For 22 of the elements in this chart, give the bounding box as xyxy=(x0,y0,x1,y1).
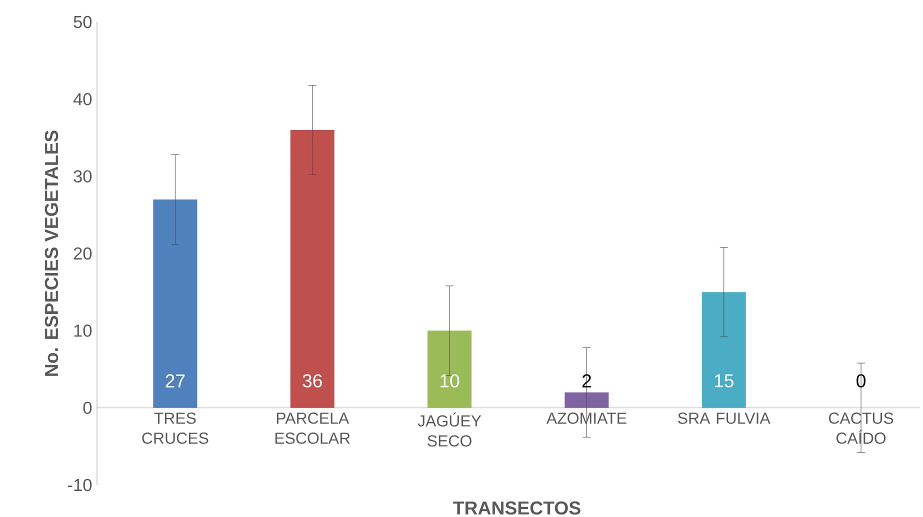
bar xyxy=(702,292,746,408)
y-tick-label: -10 xyxy=(68,478,92,492)
y-tick-label: 0 xyxy=(83,402,92,414)
y-axis-title: No. ESPECIES VEGETALES xyxy=(44,130,58,376)
y-tick-label: 50 xyxy=(74,16,92,28)
bar xyxy=(564,392,609,408)
y-tick-label: 10 xyxy=(74,324,92,337)
x-tick-label: TRES CRUCES xyxy=(142,412,208,444)
x-axis-title: TRANSECTOS xyxy=(453,501,580,515)
y-tick-label: 40 xyxy=(73,93,92,106)
y-tick-label: 30 xyxy=(74,170,92,182)
data-label: 27 xyxy=(166,374,185,388)
bar xyxy=(290,130,334,408)
data-label: 15 xyxy=(714,374,734,388)
bar xyxy=(153,199,198,408)
data-label: 0 xyxy=(856,374,866,388)
data-label: 36 xyxy=(302,374,322,388)
data-label: 10 xyxy=(440,374,460,388)
x-tick-label: JAGÚEY SECO xyxy=(418,412,482,447)
x-tick-label: SRA FULVIA xyxy=(678,412,770,424)
y-tick-label: 20 xyxy=(74,247,92,260)
x-tick-label: PARCELA ESCOLAR xyxy=(275,412,350,444)
